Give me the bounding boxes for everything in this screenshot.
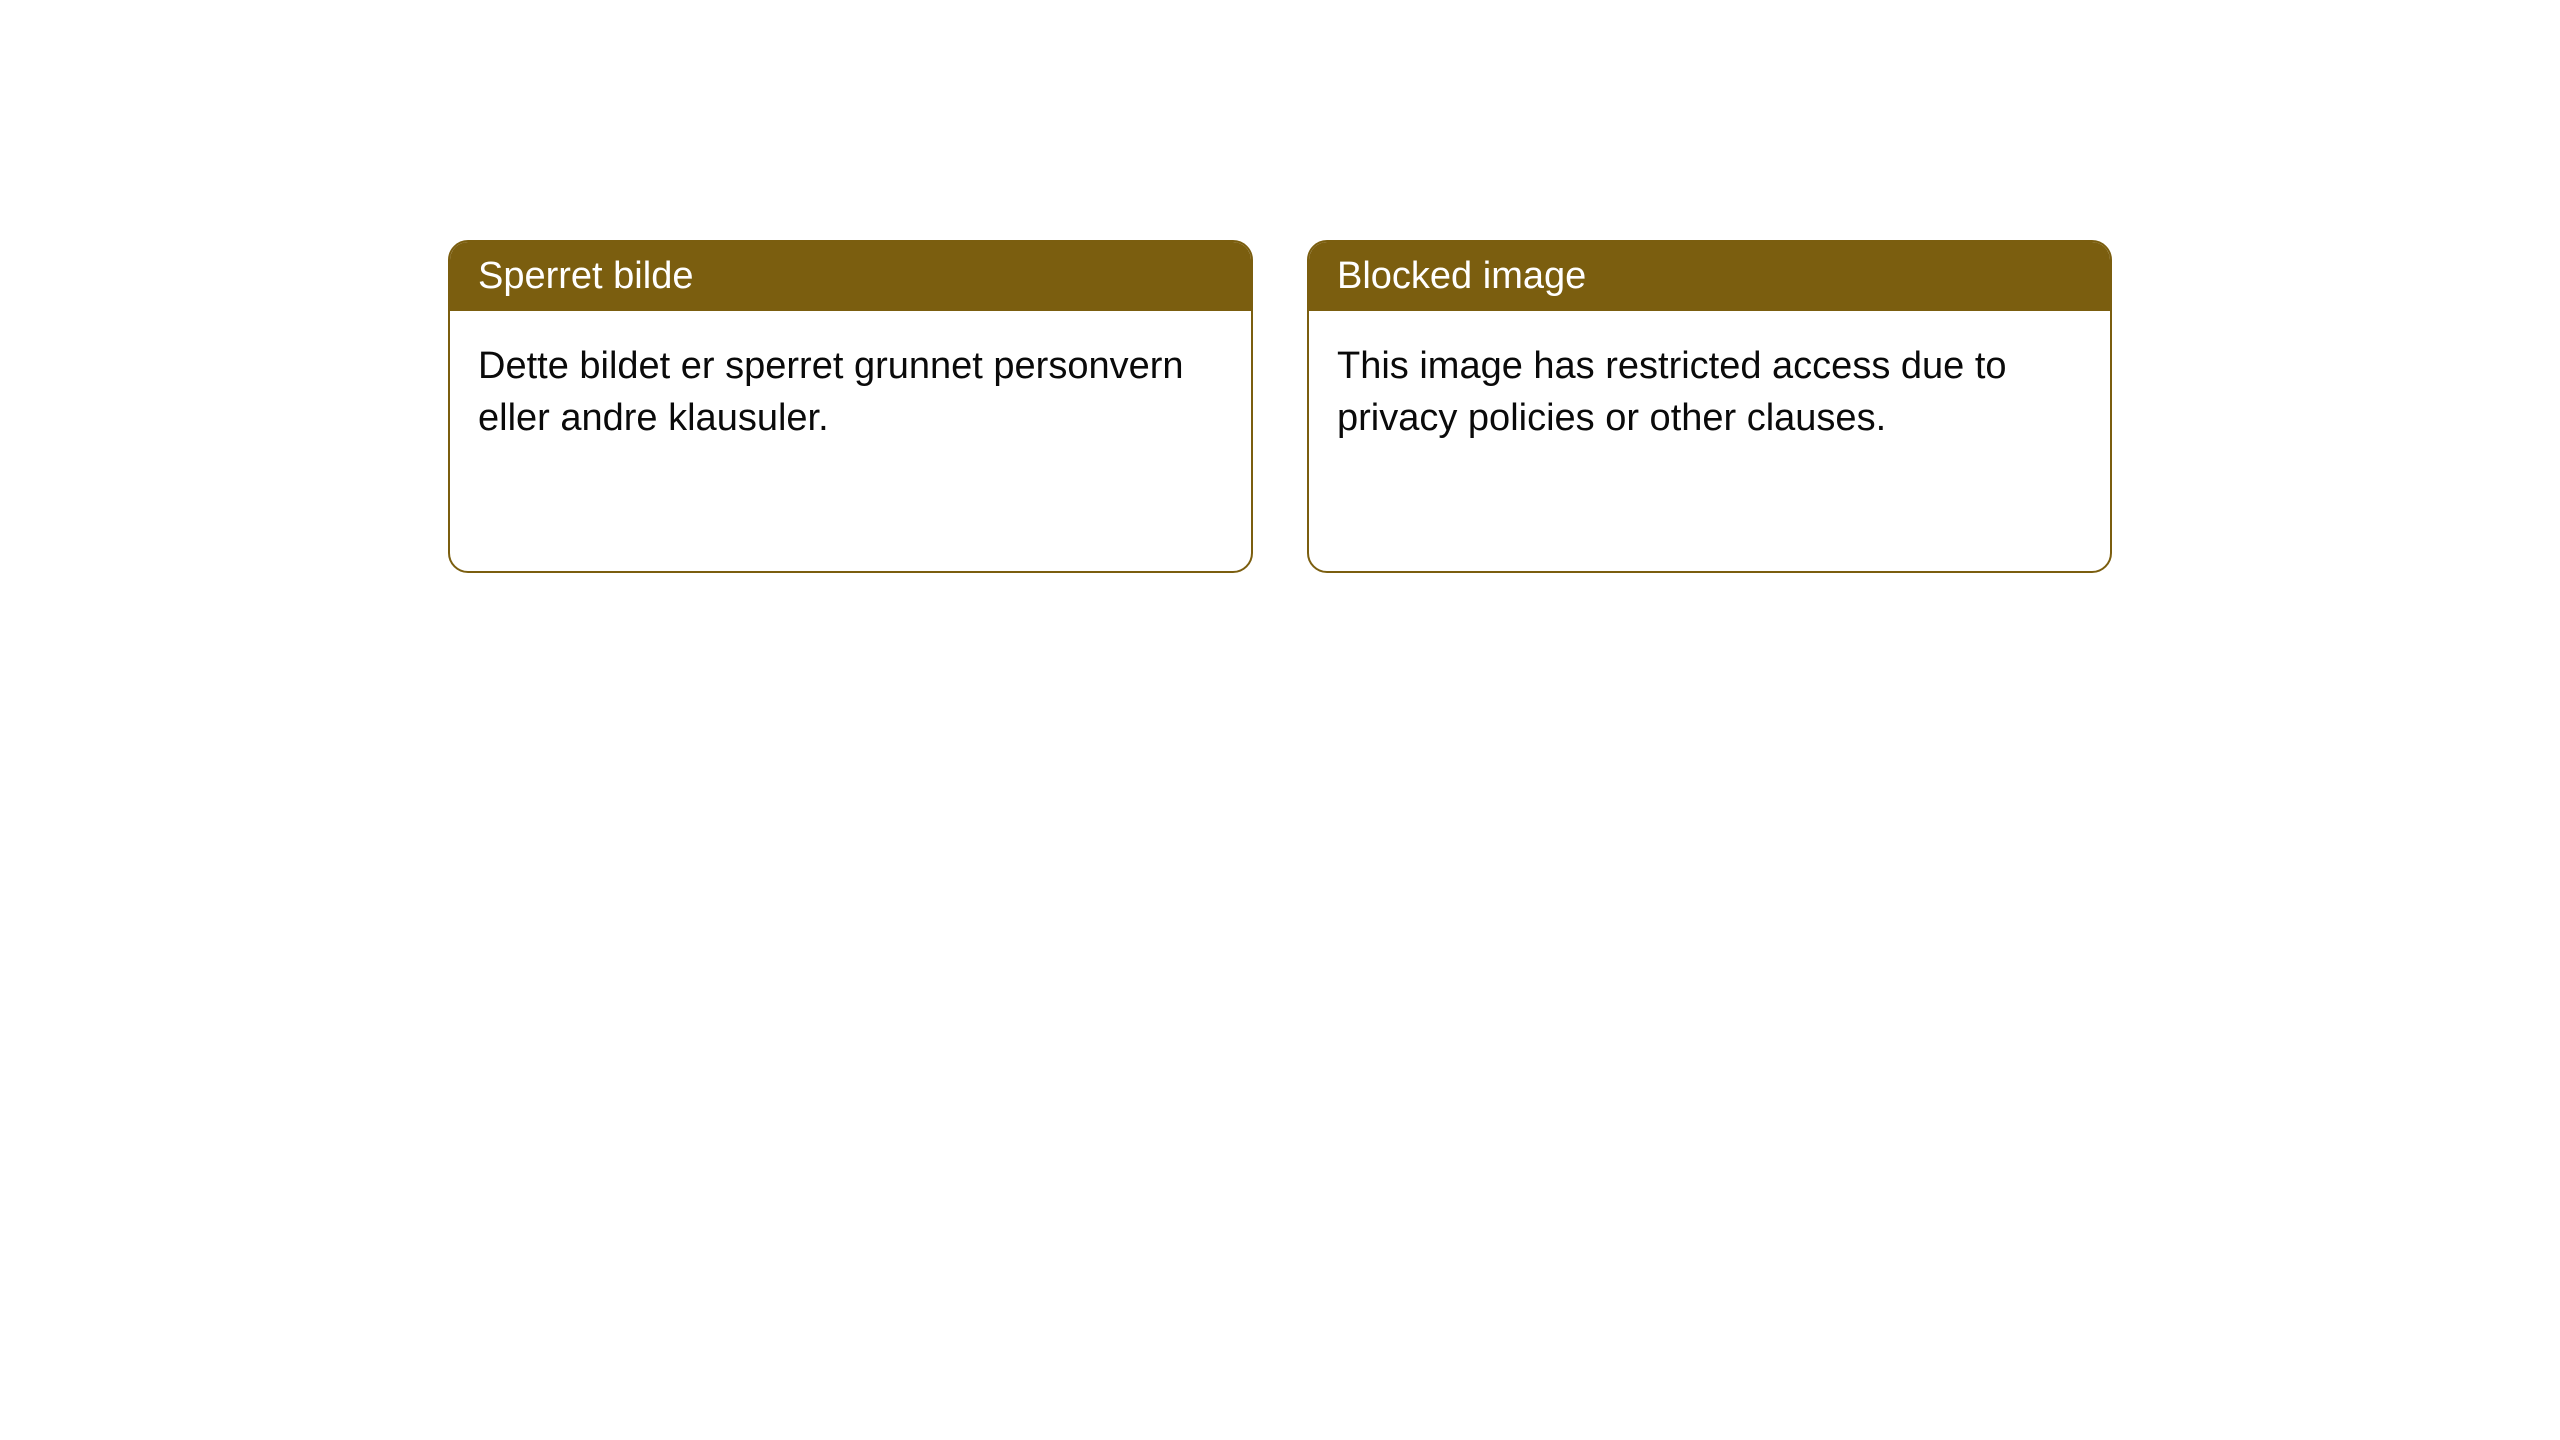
- notice-header: Blocked image: [1309, 242, 2110, 311]
- notice-text: This image has restricted access due to …: [1337, 345, 2007, 438]
- notice-title: Blocked image: [1337, 255, 1586, 297]
- notice-card-norwegian: Sperret bilde Dette bildet er sperret gr…: [448, 240, 1253, 573]
- notice-body: This image has restricted access due to …: [1309, 311, 2110, 474]
- notice-header: Sperret bilde: [450, 242, 1251, 311]
- notice-text: Dette bildet er sperret grunnet personve…: [478, 345, 1184, 438]
- notice-container: Sperret bilde Dette bildet er sperret gr…: [448, 240, 2112, 573]
- notice-title: Sperret bilde: [478, 255, 693, 297]
- notice-body: Dette bildet er sperret grunnet personve…: [450, 311, 1251, 474]
- notice-card-english: Blocked image This image has restricted …: [1307, 240, 2112, 573]
